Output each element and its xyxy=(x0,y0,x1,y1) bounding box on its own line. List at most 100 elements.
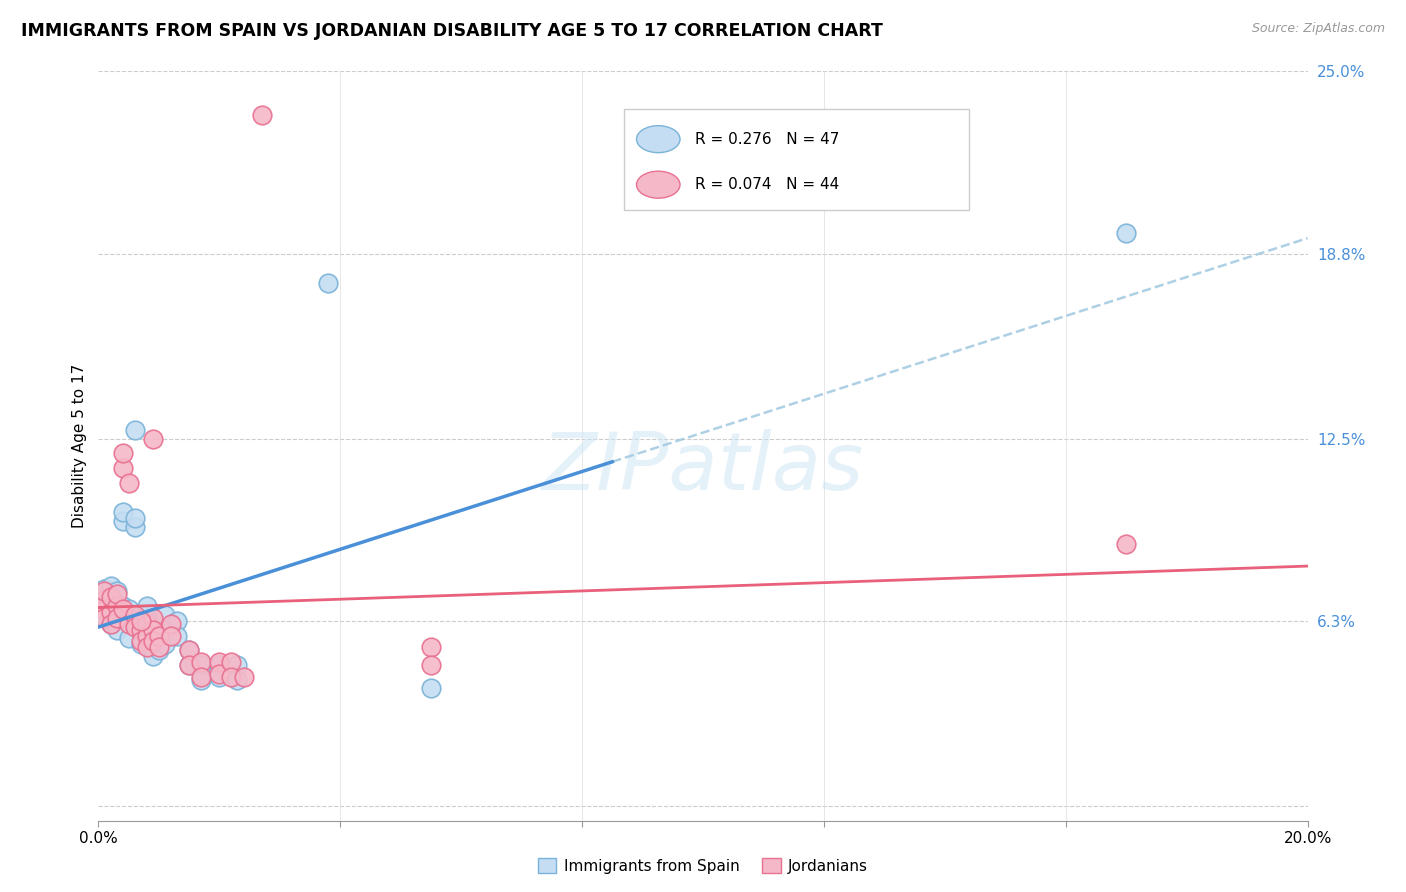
Point xyxy=(142,623,165,637)
Point xyxy=(118,475,141,490)
Point xyxy=(124,616,146,631)
Point xyxy=(111,446,134,460)
Point xyxy=(142,649,165,664)
Point xyxy=(100,605,122,619)
Point xyxy=(135,640,157,655)
Point xyxy=(153,607,176,622)
Point xyxy=(166,614,188,628)
Point xyxy=(226,657,249,672)
Point xyxy=(124,620,146,634)
Point xyxy=(129,614,152,628)
Point xyxy=(160,616,183,631)
Point xyxy=(135,599,157,614)
Legend: Immigrants from Spain, Jordanians: Immigrants from Spain, Jordanians xyxy=(531,852,875,880)
Point xyxy=(100,578,122,592)
Point xyxy=(111,505,134,519)
Point xyxy=(100,591,122,605)
Point xyxy=(118,602,141,616)
Point xyxy=(148,643,170,657)
Point xyxy=(190,657,212,672)
Circle shape xyxy=(637,171,681,198)
Circle shape xyxy=(637,126,681,153)
Point xyxy=(124,607,146,622)
Point xyxy=(100,616,122,631)
Point xyxy=(111,461,134,475)
Point xyxy=(93,611,115,625)
Point xyxy=(111,599,134,614)
Point xyxy=(208,670,231,684)
Point xyxy=(190,670,212,684)
Point xyxy=(105,611,128,625)
Point xyxy=(142,634,165,648)
Point xyxy=(208,657,231,672)
Text: IMMIGRANTS FROM SPAIN VS JORDANIAN DISABILITY AGE 5 TO 17 CORRELATION CHART: IMMIGRANTS FROM SPAIN VS JORDANIAN DISAB… xyxy=(21,22,883,40)
Point xyxy=(105,607,128,622)
Point xyxy=(93,582,115,596)
Text: ZIPatlas: ZIPatlas xyxy=(541,429,865,508)
Point xyxy=(93,602,115,616)
Point xyxy=(1115,537,1137,551)
Point xyxy=(148,628,170,642)
Point xyxy=(129,637,152,651)
Text: R = 0.276   N = 47: R = 0.276 N = 47 xyxy=(695,132,839,146)
Point xyxy=(420,640,443,655)
Point xyxy=(221,655,243,669)
Point xyxy=(420,657,443,672)
Point xyxy=(190,655,212,669)
Point xyxy=(124,520,146,534)
Point xyxy=(93,584,115,599)
Point xyxy=(124,511,146,525)
Point xyxy=(105,599,128,614)
Point xyxy=(179,657,201,672)
Point xyxy=(179,643,201,657)
Point xyxy=(129,634,152,648)
FancyBboxPatch shape xyxy=(624,109,969,210)
Point xyxy=(1115,226,1137,240)
Point xyxy=(148,628,170,642)
Point xyxy=(208,655,231,669)
Point xyxy=(142,611,165,625)
Point xyxy=(100,616,122,631)
Text: Source: ZipAtlas.com: Source: ZipAtlas.com xyxy=(1251,22,1385,36)
Point xyxy=(135,628,157,642)
Point xyxy=(111,602,134,616)
Point xyxy=(129,607,152,622)
Point xyxy=(118,616,141,631)
Point xyxy=(226,673,249,687)
Point xyxy=(250,108,273,122)
Point xyxy=(148,640,170,655)
Point xyxy=(100,602,122,616)
Point xyxy=(93,593,115,607)
Point xyxy=(93,607,115,622)
Point xyxy=(142,432,165,446)
Point xyxy=(105,623,128,637)
Point xyxy=(105,584,128,599)
Point xyxy=(179,643,201,657)
Point xyxy=(316,276,339,290)
Point xyxy=(179,657,201,672)
Point xyxy=(93,591,115,605)
Point xyxy=(420,681,443,696)
Point xyxy=(135,616,157,631)
Point xyxy=(208,666,231,681)
Text: R = 0.074   N = 44: R = 0.074 N = 44 xyxy=(695,178,839,192)
Point xyxy=(118,614,141,628)
Point xyxy=(124,423,146,437)
Point xyxy=(160,628,183,642)
Point xyxy=(153,623,176,637)
Point xyxy=(100,587,122,601)
Point xyxy=(166,628,188,642)
Point xyxy=(105,596,128,610)
Y-axis label: Disability Age 5 to 17: Disability Age 5 to 17 xyxy=(72,364,87,528)
Point xyxy=(142,637,165,651)
Point xyxy=(190,673,212,687)
Point xyxy=(118,632,141,646)
Point xyxy=(105,587,128,601)
Point xyxy=(135,614,157,628)
Point xyxy=(93,599,115,614)
Point xyxy=(111,514,134,528)
Point xyxy=(129,623,152,637)
Point xyxy=(232,670,254,684)
Point xyxy=(221,670,243,684)
Point xyxy=(153,637,176,651)
